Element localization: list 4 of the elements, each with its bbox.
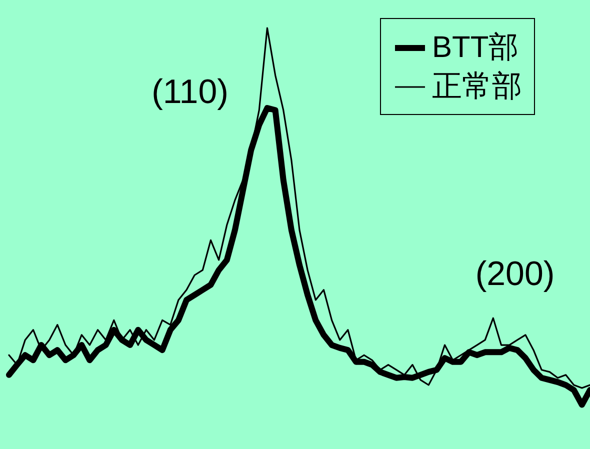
legend-label: BTT部: [432, 31, 519, 64]
annotation: (200): [475, 255, 555, 293]
legend-label: 正常部: [432, 70, 522, 103]
annotation: (110): [152, 73, 228, 111]
